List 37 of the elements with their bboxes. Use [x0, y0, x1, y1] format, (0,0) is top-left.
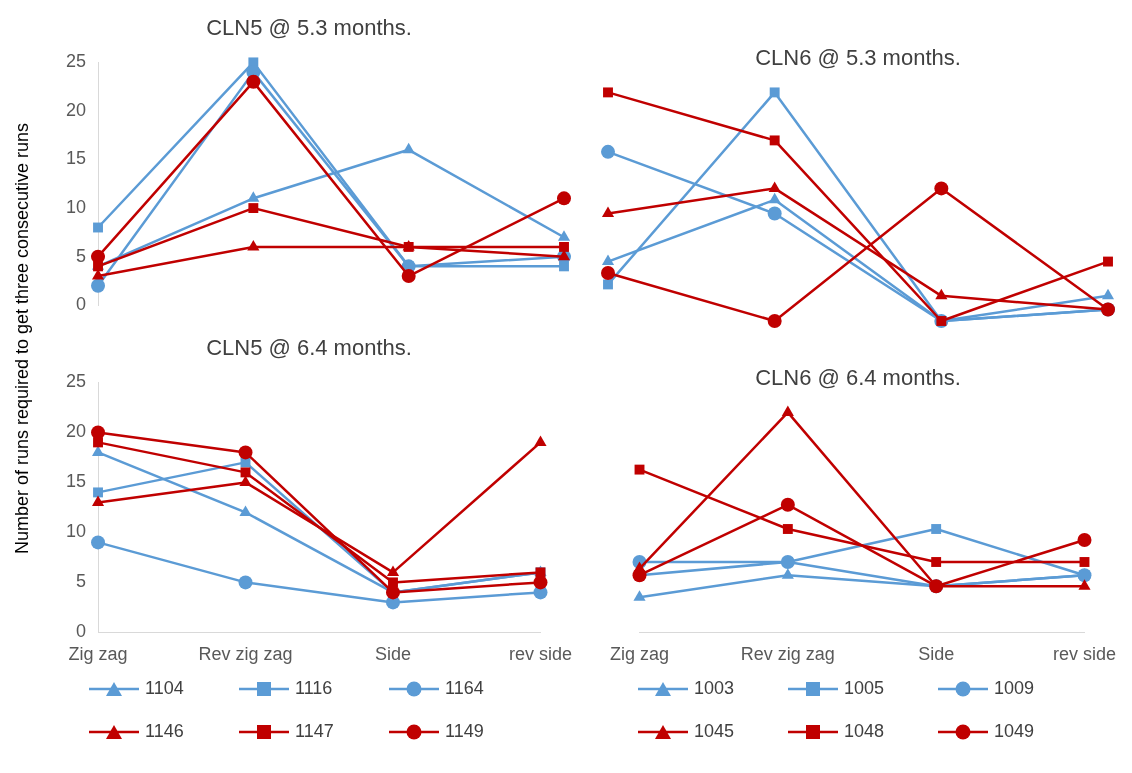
legend-label: 1146	[145, 721, 184, 742]
chart-title: CLN5 @ 6.4 months.	[206, 335, 412, 361]
chart-title: CLN5 @ 5.3 months.	[206, 15, 412, 41]
y-tick-label: 20	[65, 99, 87, 120]
y-tick-label: 10	[65, 521, 87, 542]
legend-label: 1149	[445, 721, 484, 742]
legend-label: 1164	[445, 678, 484, 699]
x-tick-label: Zig zag	[68, 644, 128, 665]
chart-title: CLN6 @ 5.3 months.	[755, 45, 961, 71]
y-tick-label: 10	[65, 197, 87, 218]
y-tick-label: 15	[65, 471, 87, 492]
legend-label: 1147	[295, 721, 334, 742]
legend-label: 1104	[145, 678, 184, 699]
y-tick-label: 15	[65, 148, 87, 169]
legend-label: 1005	[844, 678, 885, 699]
y-tick-label: 0	[76, 621, 87, 642]
x-tick-label: Zig zag	[610, 644, 670, 665]
legend-label: 1003	[694, 678, 735, 699]
chart-title: CLN6 @ 6.4 months.	[755, 365, 961, 391]
legend-label: 1045	[694, 721, 735, 742]
legend-label: 1009	[994, 678, 1035, 699]
legend-label: 1116	[295, 678, 333, 699]
x-tick-label: rev side	[508, 644, 572, 665]
x-tick-label: Side	[374, 644, 412, 665]
y-axis-title: Number of runs required to get three consecutive runs	[12, 122, 34, 554]
x-tick-label: Rev zig zag	[740, 644, 835, 665]
y-tick-label: 25	[65, 371, 87, 392]
y-tick-label: 20	[65, 421, 87, 442]
legend-label: 1048	[844, 721, 885, 742]
y-tick-label: 5	[76, 245, 87, 266]
x-tick-label: rev side	[1052, 644, 1116, 665]
legend-label: 1049	[994, 721, 1035, 742]
y-tick-label: 0	[76, 294, 87, 315]
y-tick-label: 5	[76, 571, 87, 592]
y-tick-label: 25	[65, 51, 87, 72]
x-tick-label: Rev zig zag	[198, 644, 293, 665]
x-tick-label: Side	[918, 644, 955, 665]
